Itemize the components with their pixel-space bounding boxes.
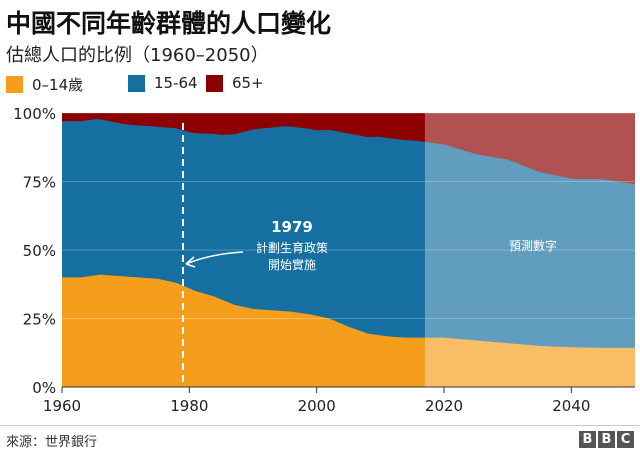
legend-swatch-0-14 [6, 76, 23, 93]
policy-arrow-head [185, 256, 196, 268]
series-0-14-area [62, 274, 635, 387]
legend-swatch-65-plus [206, 74, 223, 92]
y-tick-label: 50% [23, 242, 56, 260]
policy-year-label: 1979 [271, 218, 313, 236]
bbc-logo-letter: B [579, 431, 596, 448]
policy-text-line: 計劃生育政策 [256, 240, 328, 255]
legend-label-65-plus: 65+ [232, 74, 264, 92]
legend-label-15-64: 15-64 [154, 74, 198, 92]
legend-item-65-plus: 65+ [206, 74, 264, 92]
y-tick-label: 0% [32, 379, 56, 397]
y-tick-label: 100% [13, 105, 56, 123]
policy-text-line: 開始實施 [268, 257, 316, 272]
legend-item-15-64: 15-64 [128, 74, 198, 92]
y-tick-label: 25% [23, 311, 56, 329]
source-note: 來源：世界銀行 [6, 435, 98, 450]
x-tick-label: 2040 [552, 397, 590, 415]
chart-subtitle: 估總人口的比例（1960–2050） [6, 45, 269, 66]
legend-swatch-15-64 [128, 74, 145, 92]
policy-arrow [185, 251, 244, 265]
chart-area: 0% 25% 50% 75% 100% 1960 1980 2000 2020 2040 1979 計… [13, 105, 635, 415]
legend-label-0-14: 0–14歲 [32, 76, 84, 94]
legend-item-0-14: 0–14歲 [6, 74, 83, 95]
y-tick-label: 75% [23, 174, 56, 192]
x-tick-label: 2000 [298, 397, 336, 415]
bbc-logo-letter: C [617, 431, 634, 448]
chart-title: 中國不同年齡群體的人口變化 [6, 9, 332, 38]
footer-divider [0, 425, 640, 426]
x-tick-label: 2020 [425, 397, 463, 415]
projection-label: 預測數字 [509, 238, 557, 253]
projection-shade [424, 113, 635, 387]
x-tick-label: 1980 [170, 397, 208, 415]
bbc-logo: B B C [579, 431, 634, 448]
x-tick-label: 1960 [43, 397, 81, 415]
bbc-logo-letter: B [598, 431, 615, 448]
